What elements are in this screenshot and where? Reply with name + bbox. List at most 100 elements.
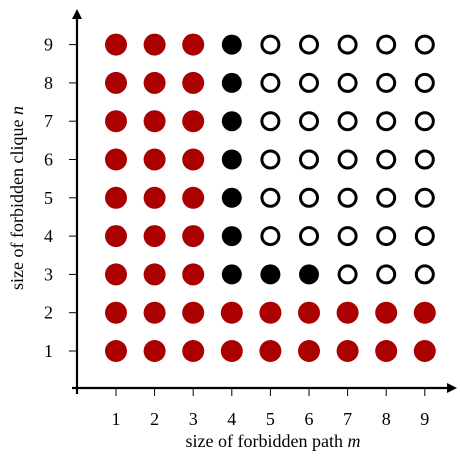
red-point xyxy=(105,263,127,286)
x-tick-label: 6 xyxy=(305,409,314,429)
open-point xyxy=(376,264,397,285)
black-point xyxy=(221,187,242,208)
open-point xyxy=(376,149,397,170)
x-tick-label: 7 xyxy=(343,409,352,429)
y-tick-label: 3 xyxy=(44,264,53,284)
red-point xyxy=(182,110,205,133)
x-tick-label: 4 xyxy=(227,409,236,429)
y-axis-label-text: size of forbidden clique xyxy=(7,115,27,290)
red-point xyxy=(375,301,398,324)
x-tick-label: 9 xyxy=(420,409,429,429)
open-point xyxy=(376,34,397,55)
open-point xyxy=(299,34,319,55)
open-point xyxy=(337,264,358,285)
red-point xyxy=(105,186,127,209)
open-point xyxy=(376,72,397,93)
red-point xyxy=(105,148,127,171)
open-point xyxy=(337,149,358,170)
red-point xyxy=(143,301,166,324)
red-point xyxy=(375,340,398,362)
open-point xyxy=(337,226,358,247)
red-point xyxy=(182,225,205,248)
y-tick-label: 1 xyxy=(44,341,53,361)
black-point xyxy=(260,264,281,285)
open-point xyxy=(260,149,281,170)
y-tick-label: 5 xyxy=(44,188,53,208)
x-axis-label-var: m xyxy=(347,431,360,451)
red-point xyxy=(143,33,166,56)
red-point xyxy=(413,340,436,362)
open-point xyxy=(337,34,358,55)
red-point xyxy=(105,33,127,56)
red-point xyxy=(182,148,205,171)
x-axis-label-text: size of forbidden path xyxy=(186,431,348,451)
x-tick-label: 8 xyxy=(382,409,391,429)
red-point xyxy=(143,186,166,209)
y-tick-label: 2 xyxy=(44,303,53,323)
red-point xyxy=(105,340,127,362)
open-point xyxy=(414,226,435,247)
x-tick-label: 5 xyxy=(266,409,275,429)
black-point xyxy=(221,149,242,170)
red-point xyxy=(182,33,205,56)
open-point xyxy=(337,111,358,132)
open-point xyxy=(414,34,435,55)
y-tick-label: 6 xyxy=(44,150,53,170)
open-point xyxy=(337,72,358,93)
open-point xyxy=(260,187,281,208)
open-point xyxy=(414,72,435,93)
red-point xyxy=(143,225,166,248)
open-point xyxy=(376,187,397,208)
open-point xyxy=(414,187,435,208)
black-point xyxy=(221,264,242,285)
black-point xyxy=(221,34,242,55)
data-points xyxy=(105,33,436,362)
x-axis-label: size of forbidden path m xyxy=(186,431,361,451)
black-point xyxy=(221,111,242,132)
red-point xyxy=(143,340,166,362)
red-point xyxy=(220,301,243,324)
red-point xyxy=(143,148,166,171)
x-tick-label: 3 xyxy=(189,409,198,429)
red-point xyxy=(259,301,282,324)
open-point xyxy=(260,72,281,93)
x-tick-label: 2 xyxy=(150,409,159,429)
y-axis-label: size of forbidden clique n xyxy=(7,106,27,290)
open-point xyxy=(376,226,397,247)
open-point xyxy=(414,111,435,132)
black-point xyxy=(299,264,319,285)
red-point xyxy=(413,301,436,324)
open-point xyxy=(260,34,281,55)
red-point xyxy=(105,225,127,248)
red-point xyxy=(298,340,320,362)
y-tick-label: 7 xyxy=(44,111,53,131)
red-point xyxy=(259,340,282,362)
red-point xyxy=(143,110,166,133)
y-tick-label: 4 xyxy=(44,226,53,246)
axes xyxy=(72,9,457,394)
red-point xyxy=(182,186,205,209)
red-point xyxy=(336,340,359,362)
red-point xyxy=(105,301,127,324)
red-point xyxy=(143,71,166,94)
open-point xyxy=(299,111,319,132)
red-point xyxy=(143,263,166,286)
open-point xyxy=(337,187,358,208)
red-point xyxy=(105,71,127,94)
open-point xyxy=(299,187,319,208)
red-point xyxy=(336,301,359,324)
red-point xyxy=(105,110,127,133)
open-point xyxy=(414,149,435,170)
y-axis-label-var: n xyxy=(7,106,27,115)
open-point xyxy=(299,149,319,170)
red-point xyxy=(182,71,205,94)
red-point xyxy=(298,301,320,324)
red-point xyxy=(182,340,205,362)
y-tick-label: 9 xyxy=(44,35,53,55)
x-tick-label: 1 xyxy=(112,409,121,429)
red-point xyxy=(220,340,243,362)
open-point xyxy=(299,226,319,247)
open-point xyxy=(299,72,319,93)
y-tick-label: 8 xyxy=(44,73,53,93)
